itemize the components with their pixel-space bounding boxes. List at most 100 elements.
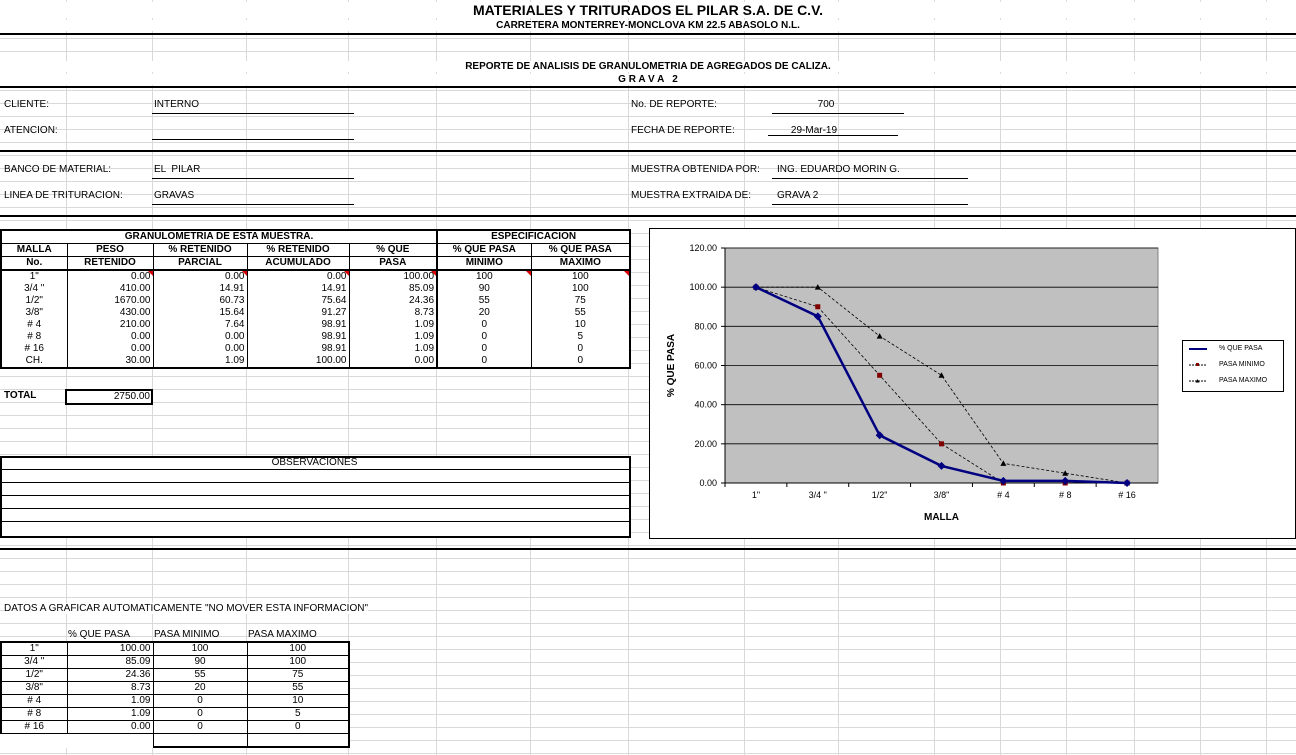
table-cell[interactable]: 100 (530, 283, 632, 295)
table-cell[interactable]: 0 (436, 355, 532, 369)
chart-container[interactable]: 0.00 20.00 40.00 60.00 80.00 100.00 120.00 1" 3/… (649, 228, 1296, 539)
datos-cell[interactable]: 100 (246, 655, 350, 669)
table-cell[interactable]: 0.00 (152, 331, 247, 343)
table-cell[interactable]: 100.00 (246, 355, 349, 369)
table-cell[interactable]: 1.09 (152, 355, 247, 369)
fecha-value[interactable]: 29-Mar-19 (790, 125, 838, 136)
datos-cell[interactable]: 10 (246, 694, 350, 708)
table-cell[interactable]: 3/8" (0, 307, 67, 319)
table-cell[interactable]: 410.00 (66, 283, 153, 295)
total-value[interactable]: 2750.00 (65, 389, 153, 405)
datos-cell[interactable] (67, 734, 153, 748)
table-cell[interactable]: 1.09 (348, 319, 439, 331)
reporte-value[interactable]: 700 (817, 99, 835, 110)
table-cell[interactable]: 1/2" (0, 295, 67, 307)
table-cell[interactable]: 30.00 (66, 355, 153, 369)
datos-cell[interactable]: 100 (152, 641, 248, 656)
table-cell[interactable]: 15.64 (152, 307, 247, 319)
table-cell[interactable]: 0 (436, 343, 532, 355)
table-cell[interactable]: 98.91 (246, 331, 349, 343)
table-cell[interactable]: 0 (436, 319, 532, 331)
table-cell[interactable]: 0 (530, 355, 632, 369)
table-cell[interactable]: 20 (436, 307, 532, 319)
datos-cell[interactable]: 100.00 (66, 641, 154, 656)
datos-cell[interactable]: 55 (152, 668, 248, 682)
table-cell[interactable]: 3/4 " (0, 283, 67, 295)
table-cell[interactable]: 0.00 (152, 343, 247, 355)
muestra-value[interactable]: ING. EDUARDO MORIN G. (777, 164, 900, 175)
datos-cell[interactable]: 24.36 (66, 668, 154, 682)
table-cell[interactable]: 0.00 (66, 331, 153, 343)
table-cell[interactable]: 0.00 (66, 270, 153, 283)
table-cell[interactable]: 1670.00 (66, 295, 153, 307)
table-cell[interactable]: 7.64 (152, 319, 247, 331)
datos-cell[interactable]: # 8 (0, 707, 68, 721)
datos-cell[interactable]: 0 (246, 720, 350, 734)
table-cell[interactable]: 0 (530, 343, 632, 355)
table-cell[interactable]: 210.00 (66, 319, 153, 331)
datos-cell[interactable]: 0 (152, 707, 248, 721)
table-cell[interactable]: 0.00 (66, 343, 153, 355)
table-cell[interactable]: 100.00 (348, 270, 439, 283)
table-cell[interactable]: 90 (436, 283, 532, 295)
table-cell[interactable]: 55 (436, 295, 532, 307)
table-cell[interactable]: # 16 (0, 343, 67, 355)
datos-cell[interactable]: # 4 (0, 694, 68, 708)
table-cell[interactable]: 14.91 (246, 283, 349, 295)
datos-cell[interactable]: 1/2" (0, 668, 68, 682)
table-cell[interactable]: 0.00 (246, 270, 349, 283)
table-cell[interactable]: 0 (436, 331, 532, 343)
datos-row-empty (1, 733, 350, 748)
table-cell[interactable]: 0.00 (348, 355, 439, 369)
datos-cell[interactable]: 75 (246, 668, 350, 682)
datos-cell[interactable]: 0 (152, 694, 248, 708)
table-cell[interactable]: 85.09 (348, 283, 439, 295)
table-cell[interactable]: 98.91 (246, 343, 349, 355)
datos-cell[interactable]: 100 (246, 641, 350, 656)
table-cell[interactable]: 100 (530, 270, 632, 283)
table-cell[interactable]: 98.91 (246, 319, 349, 331)
banco-value[interactable]: EL PILAR (154, 164, 201, 175)
datos-cell[interactable]: 3/8" (0, 681, 68, 695)
datos-cell[interactable]: 0 (152, 720, 248, 734)
table-cell[interactable]: 14.91 (152, 283, 247, 295)
table-cell[interactable]: 1.09 (348, 331, 439, 343)
data-point-que-pasa (813, 312, 822, 321)
datos-cell[interactable]: 90 (152, 655, 248, 669)
cliente-value[interactable]: INTERNO (154, 99, 199, 110)
datos-cell[interactable] (246, 733, 350, 748)
table-cell[interactable]: 91.27 (246, 307, 349, 319)
datos-cell[interactable]: 3/4 " (0, 655, 68, 669)
datos-cell[interactable]: 55 (246, 681, 350, 695)
table-cell[interactable]: 1.09 (348, 343, 439, 355)
table-cell[interactable]: CH. (0, 355, 67, 369)
extraida-value[interactable]: GRAVA 2 (777, 190, 819, 201)
datos-cell[interactable]: 20 (152, 681, 248, 695)
table-cell[interactable]: 8.73 (348, 307, 439, 319)
table-cell[interactable]: 60.73 (152, 295, 247, 307)
datos-cell[interactable]: 85.09 (66, 655, 154, 669)
linea-value[interactable]: GRAVAS (154, 190, 195, 201)
datos-cell[interactable]: 0.00 (66, 720, 154, 734)
table-cell[interactable]: # 4 (0, 319, 67, 331)
table-cell[interactable]: 0.00 (152, 270, 247, 283)
table-cell[interactable]: 5 (530, 331, 632, 343)
datos-cell[interactable]: 1.09 (66, 694, 154, 708)
table-cell[interactable]: 100 (436, 270, 532, 283)
datos-cell[interactable]: 5 (246, 707, 350, 721)
table-cell[interactable]: 24.36 (348, 295, 439, 307)
datos-cell[interactable] (1, 734, 67, 748)
table-cell[interactable]: 75 (530, 295, 632, 307)
datos-cell[interactable]: # 16 (0, 720, 68, 734)
table-cell[interactable]: 55 (530, 307, 632, 319)
datos-cell[interactable]: 8.73 (66, 681, 154, 695)
datos-cell[interactable]: 1" (0, 641, 68, 656)
table-cell[interactable]: # 8 (0, 331, 67, 343)
datos-cell[interactable]: 1.09 (66, 707, 154, 721)
datos-cell[interactable] (152, 733, 247, 748)
table-cell[interactable]: 1" (0, 270, 67, 283)
table-cell[interactable]: 430.00 (66, 307, 153, 319)
table-cell[interactable]: 75.64 (246, 295, 349, 307)
table-cell[interactable]: 10 (530, 319, 632, 331)
column-header: % QUE PASA (530, 243, 632, 257)
